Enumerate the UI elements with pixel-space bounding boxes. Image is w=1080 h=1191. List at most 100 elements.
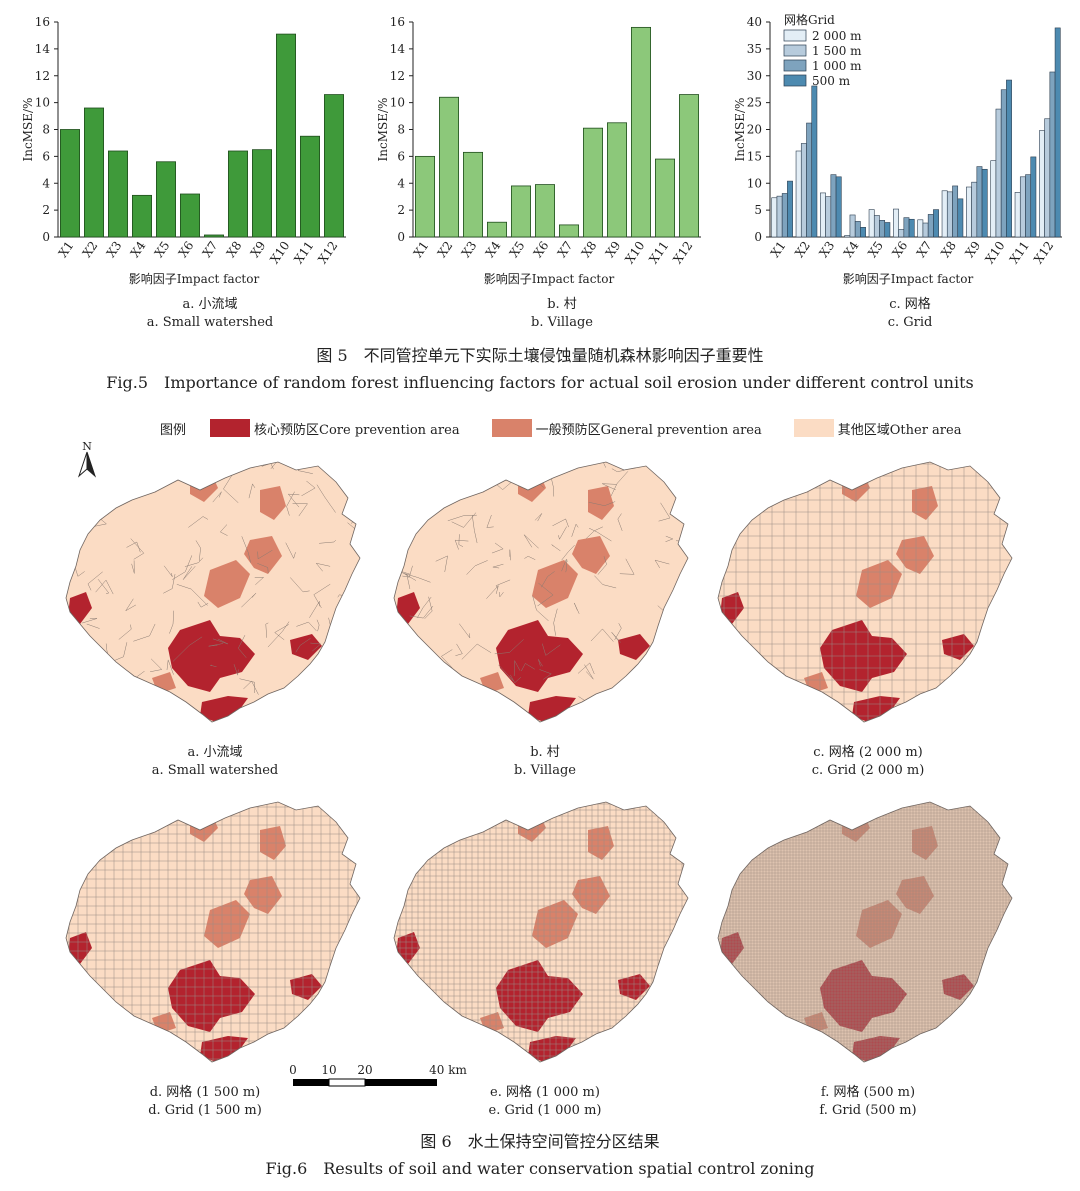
unit-boundary (304, 690, 324, 702)
unit-boundary (315, 562, 331, 572)
map-caption-d-en: d. Grid (1 500 m) (148, 1103, 262, 1118)
x-tick-label: X9 (248, 239, 269, 260)
bar-X3-2 (830, 174, 837, 238)
unit-boundary (552, 518, 569, 528)
x-tick-label: X12 (1031, 239, 1056, 267)
bar-X11-1 (1019, 176, 1026, 238)
chart-legend-label-3: 500 m (812, 74, 851, 88)
unit-boundary (660, 629, 673, 650)
bar-X10 (275, 33, 296, 238)
unit-boundary (71, 656, 88, 662)
unit-boundary (257, 563, 269, 574)
unit-boundary (301, 480, 316, 497)
core-prevention-area (852, 696, 900, 722)
core-prevention-area (528, 1036, 576, 1062)
y-tick-label: 12 (35, 69, 50, 83)
unit-boundary (403, 573, 411, 590)
unit-boundary (523, 534, 539, 549)
x-tick-label: X6 (531, 239, 552, 260)
bar-X3-1 (825, 196, 832, 238)
bar-X7-2 (927, 214, 934, 238)
unit-boundary (319, 539, 337, 544)
unit-boundary (614, 623, 622, 641)
fig5-caption-en: Fig.5 Importance of random forest influe… (106, 373, 974, 392)
bar-X4-2 (854, 221, 861, 238)
bar-X3 (463, 151, 484, 238)
unit-boundary (455, 643, 463, 656)
unit-boundary (254, 577, 265, 585)
unit-boundary (541, 571, 555, 588)
unit-boundary (577, 662, 595, 675)
bar-X12-0 (1039, 130, 1045, 238)
scale-seg-3 (365, 1079, 437, 1086)
bar-X10-2 (1000, 89, 1007, 238)
y-tick-label: 8 (397, 123, 405, 137)
x-tick-label: X2 (80, 239, 101, 260)
bar-X10-1 (995, 108, 1002, 238)
unit-boundary (248, 483, 256, 499)
unit-boundary (87, 571, 103, 591)
unit-boundary (267, 621, 290, 648)
unit-boundary (241, 536, 251, 563)
unit-boundary (243, 680, 259, 695)
unit-boundary (79, 698, 101, 719)
bar-X1-0 (771, 197, 778, 238)
bar-X2-1 (800, 143, 807, 238)
y-axis-label: IncMSE/% (376, 98, 390, 162)
x-tick-label: X4 (841, 238, 862, 260)
y-tick-label: 6 (397, 149, 405, 163)
bar-X11 (654, 158, 675, 238)
unit-boundary (332, 645, 349, 655)
map-caption-d: d. 网格 (1 500 m) d. Grid (1 500 m) (105, 1084, 305, 1120)
y-tick-label: 0 (754, 230, 762, 244)
unit-boundary (93, 674, 104, 685)
unit-boundary (176, 584, 208, 606)
y-tick-label: 40 (747, 15, 762, 29)
x-tick-label: X1 (411, 239, 432, 260)
core-prevention-area (528, 696, 576, 722)
unit-boundary (435, 702, 450, 710)
map-grid-1500 (65, 801, 361, 1063)
unit-boundary (212, 638, 229, 645)
unit-boundary (394, 566, 402, 571)
fig6-caption-en: Fig.6 Results of soil and water conserva… (265, 1159, 815, 1178)
unit-boundary (601, 483, 617, 491)
x-tick-label: X9 (603, 239, 624, 260)
bar-X6-1 (898, 229, 905, 238)
unit-boundary (239, 678, 256, 693)
bar-X3-3 (835, 176, 842, 238)
unit-boundary (447, 480, 473, 489)
general-prevention-area (588, 486, 614, 520)
bar-X8-1 (946, 191, 953, 238)
bar-X9-0 (966, 186, 972, 238)
unit-boundary (212, 491, 222, 503)
unit-boundary (172, 636, 203, 662)
x-tick-label: X8 (224, 239, 245, 260)
legend-label-core: 核心预防区Core prevention area (254, 422, 460, 438)
unit-boundary (105, 643, 108, 654)
chart-legend-swatch-0 (783, 29, 807, 42)
bar-X6 (179, 193, 200, 238)
unit-boundary (491, 542, 504, 554)
bar-X8 (227, 150, 248, 238)
unit-boundary (316, 619, 320, 632)
unit-boundary (640, 665, 656, 680)
unit-boundary (447, 514, 477, 522)
y-tick-label: 0 (397, 230, 405, 244)
map-legend: 图例 核心预防区Core prevention area 一般预防区Genera… (160, 418, 993, 438)
unit-boundary (296, 621, 317, 631)
map-caption-c-cn: c. 网格 (2 000 m) (813, 745, 923, 760)
unit-boundary (195, 540, 201, 561)
unit-boundary (645, 688, 649, 699)
legend-swatch-core (210, 419, 251, 437)
legend-item-general: 一般预防区General prevention area (491, 419, 762, 438)
y-tick-label: 5 (754, 203, 762, 217)
scale-label-0: 0 (289, 1063, 297, 1077)
unit-boundary (440, 684, 456, 694)
bar-X8 (582, 127, 603, 238)
fig6-caption-cn: 图 6 水土保持空间管控分区结果 (420, 1132, 660, 1151)
map-caption-b-en: b. Village (514, 763, 576, 778)
unit-boundary (357, 484, 360, 498)
